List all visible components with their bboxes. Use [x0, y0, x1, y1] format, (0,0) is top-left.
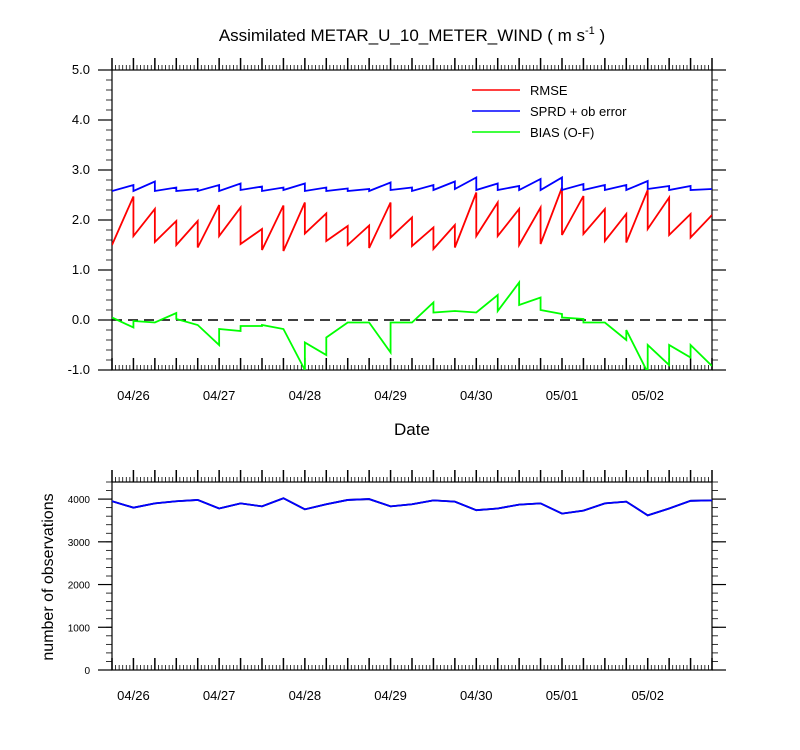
chart-title-main: Assimilated METAR_U_10_METER_WIND ( m s — [219, 26, 585, 45]
plot-frame — [111, 481, 713, 671]
x-tick-label: 04/26 — [117, 688, 150, 703]
y-tick-label: 3.0 — [72, 162, 90, 177]
y-tick-label: 1.0 — [72, 262, 90, 277]
series-1-line — [112, 497, 712, 517]
x-tick-label: 04/28 — [289, 388, 322, 403]
x-tick-label: 05/01 — [546, 388, 579, 403]
y-tick-label: -1.0 — [68, 362, 90, 377]
y-tick-label: 5.0 — [72, 62, 90, 77]
x-tick-label: 04/27 — [203, 388, 236, 403]
y-tick-label: 0 — [84, 666, 90, 677]
x-tick-label: 04/29 — [374, 688, 407, 703]
series-rmse-line — [112, 187, 712, 252]
y-axis-label-observations: number of observations — [40, 493, 57, 660]
series-bias-o-f-line — [112, 279, 712, 370]
x-tick-label: 04/26 — [117, 388, 150, 403]
y-tick-label: 0.0 — [72, 312, 90, 327]
series-sprd-ob-error-line — [112, 175, 712, 193]
x-tick-label: 05/01 — [546, 688, 579, 703]
y-tick-label: 4.0 — [72, 112, 90, 127]
x-tick-label: 04/27 — [203, 688, 236, 703]
x-tick-label: 05/02 — [631, 388, 664, 403]
y-tick-label: 3000 — [68, 538, 91, 549]
legend-label: SPRD + ob error — [530, 104, 627, 119]
x-tick-label: 05/02 — [631, 688, 664, 703]
chart-title-close: ) — [595, 26, 605, 45]
legend-label: RMSE — [530, 83, 568, 98]
wind-stats-panel: 04/26 04/27 04/28 04/29 04/30 05/01 05/02 -1.0 0… — [68, 58, 726, 403]
x-tick-label: 04/29 — [374, 388, 407, 403]
x-tick-label: 04/28 — [289, 688, 322, 703]
chart-title: Assimilated METAR_U_10_METER_WIND ( m s-… — [219, 25, 605, 45]
chart-title-superscript: -1 — [585, 25, 595, 37]
x-tick-label: 04/30 — [460, 388, 493, 403]
x-axis-label: Date — [394, 420, 430, 439]
observations-count-panel: 04/26 04/27 04/28 04/29 04/30 05/01 05/02 0 1000… — [68, 470, 726, 703]
y-tick-label: 1000 — [68, 623, 91, 634]
legend-label: BIAS (O-F) — [530, 125, 594, 140]
y-tick-label: 4000 — [68, 495, 91, 506]
y-tick-label: 2000 — [68, 581, 91, 592]
y-tick-label: 2.0 — [72, 212, 90, 227]
x-tick-label: 04/30 — [460, 688, 493, 703]
